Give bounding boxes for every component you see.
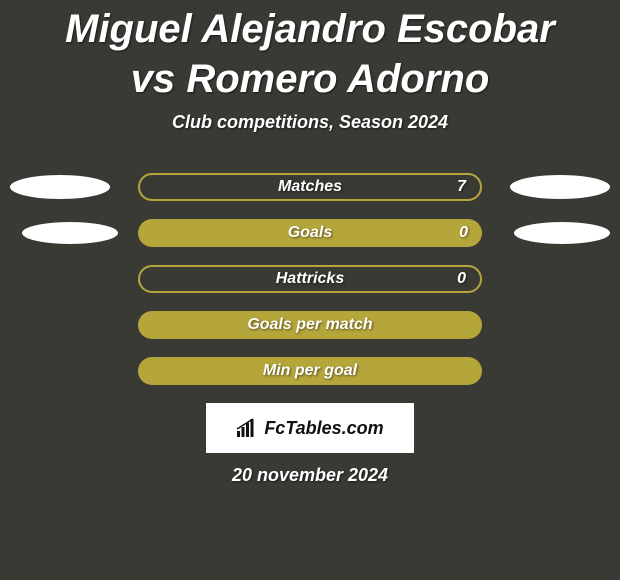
- stat-pill: Goals 0: [138, 219, 482, 247]
- stat-row: Hattricks 0: [0, 265, 620, 293]
- stats-list: Matches 7 Goals 0 Hattricks 0 Goals per match M…: [0, 173, 620, 385]
- left-value-ellipse: [10, 175, 110, 199]
- stat-label: Min per goal: [263, 362, 357, 380]
- logo-text: FcTables.com: [264, 418, 383, 439]
- stat-row: Matches 7: [0, 173, 620, 201]
- stat-value: 0: [457, 270, 466, 288]
- stat-pill: Hattricks 0: [138, 265, 482, 293]
- stat-pill: Goals per match: [138, 311, 482, 339]
- stat-row: Min per goal: [0, 357, 620, 385]
- stat-pill: Matches 7: [138, 173, 482, 201]
- page-title: Miguel Alejandro Escobar vs Romero Adorn…: [0, 4, 620, 112]
- right-value-ellipse: [514, 222, 610, 244]
- stat-row: Goals per match: [0, 311, 620, 339]
- right-value-ellipse: [510, 175, 610, 199]
- stat-pill: Min per goal: [138, 357, 482, 385]
- bar-chart-icon: [236, 418, 258, 438]
- stat-label: Goals: [288, 224, 332, 242]
- stat-value: 7: [457, 178, 466, 196]
- stat-value: 0: [459, 224, 468, 242]
- stat-label: Hattricks: [276, 270, 344, 288]
- comparison-card: Miguel Alejandro Escobar vs Romero Adorn…: [0, 0, 620, 486]
- subtitle: Club competitions, Season 2024: [0, 112, 620, 133]
- stat-label: Goals per match: [247, 316, 372, 334]
- logo-box: FcTables.com: [206, 403, 414, 453]
- date-text: 20 november 2024: [0, 465, 620, 486]
- left-value-ellipse: [22, 222, 118, 244]
- stat-label: Matches: [278, 178, 342, 196]
- stat-row: Goals 0: [0, 219, 620, 247]
